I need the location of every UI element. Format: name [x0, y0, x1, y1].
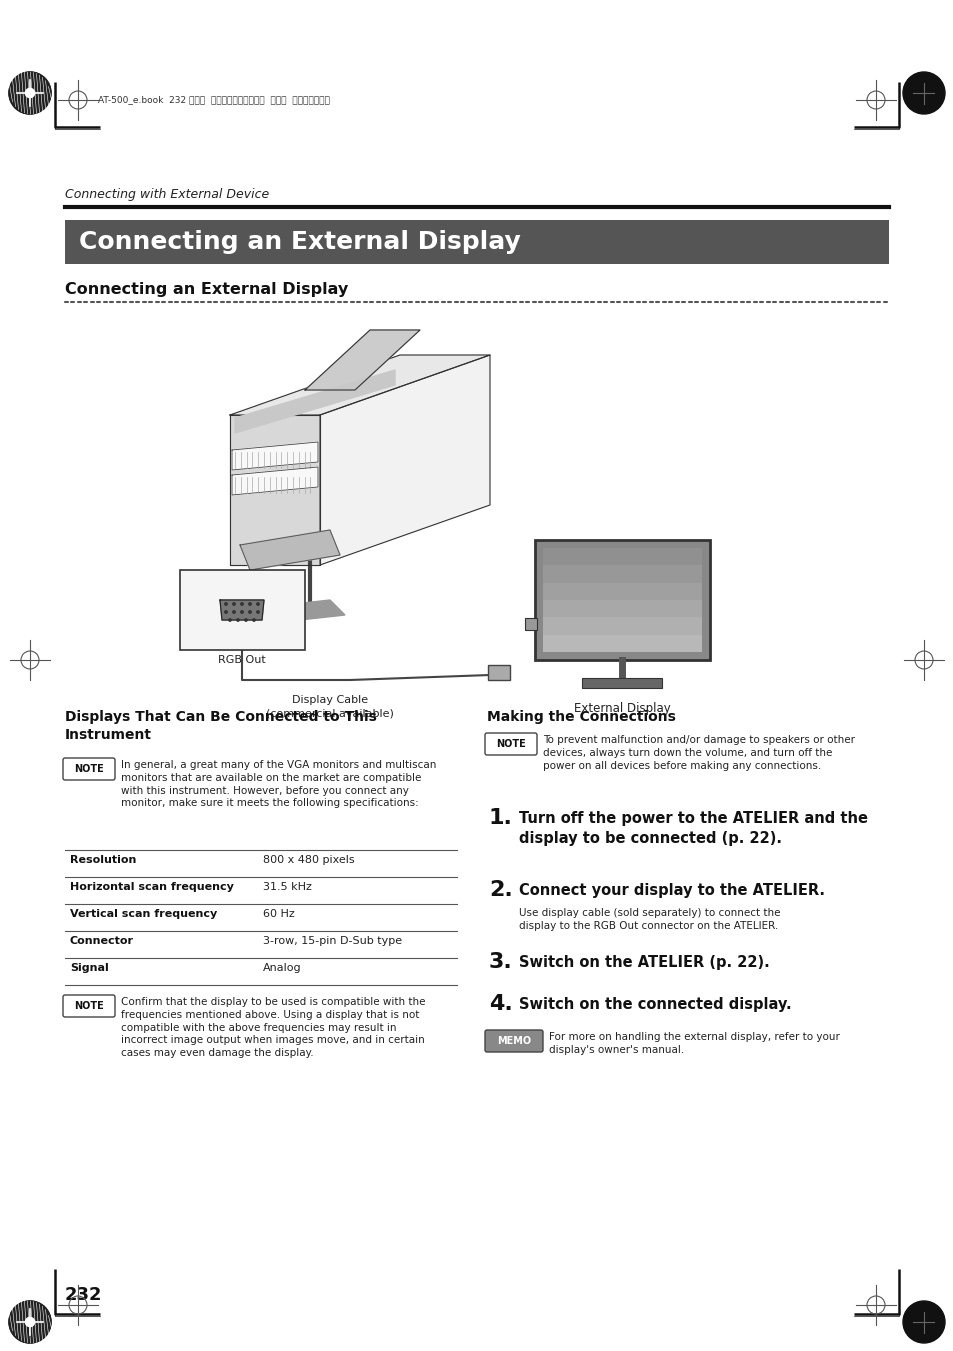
Polygon shape [240, 530, 339, 570]
Text: Confirm that the display to be used is compatible with the
frequencies mentioned: Confirm that the display to be used is c… [121, 997, 425, 1058]
Circle shape [256, 603, 259, 605]
Text: Connect your display to the ATELIER.: Connect your display to the ATELIER. [518, 884, 824, 898]
Text: 4.: 4. [489, 994, 512, 1015]
Circle shape [245, 619, 247, 621]
Bar [581, 678, 661, 688]
Circle shape [256, 611, 259, 613]
Polygon shape [230, 355, 490, 415]
Text: NOTE: NOTE [496, 739, 525, 748]
Bar [542, 600, 701, 617]
Text: NOTE: NOTE [74, 765, 104, 774]
Bar [65, 220, 888, 263]
Text: Connecting with External Device: Connecting with External Device [65, 188, 269, 201]
FancyBboxPatch shape [63, 758, 115, 780]
Text: For more on handling the external display, refer to your
display's owner's manua: For more on handling the external displa… [548, 1032, 839, 1055]
Text: Connecting an External Display: Connecting an External Display [79, 230, 520, 254]
Text: Turn off the power to the ATELIER and the
display to be connected (p. 22).: Turn off the power to the ATELIER and th… [518, 811, 867, 846]
Text: Use display cable (sold separately) to connect the
display to the RGB Out connec: Use display cable (sold separately) to c… [518, 908, 780, 931]
Polygon shape [232, 467, 317, 494]
Text: RGB Out: RGB Out [218, 655, 266, 665]
Circle shape [233, 611, 235, 613]
Text: External Display: External Display [573, 703, 670, 715]
Text: Resolution: Resolution [70, 855, 136, 865]
FancyBboxPatch shape [484, 734, 537, 755]
Text: Connecting an External Display: Connecting an External Display [65, 282, 348, 297]
FancyBboxPatch shape [63, 994, 115, 1017]
Text: In general, a great many of the VGA monitors and multiscan
monitors that are ava: In general, a great many of the VGA moni… [121, 761, 436, 808]
Polygon shape [220, 600, 264, 620]
Text: 3.: 3. [489, 952, 512, 971]
Text: 3-row, 15-pin D-Sub type: 3-row, 15-pin D-Sub type [263, 936, 402, 946]
Circle shape [902, 1301, 944, 1343]
Circle shape [240, 603, 243, 605]
Circle shape [26, 88, 34, 97]
Text: Switch on the ATELIER (p. 22).: Switch on the ATELIER (p. 22). [518, 955, 769, 970]
Circle shape [253, 619, 255, 621]
Text: MEMO: MEMO [497, 1036, 531, 1046]
Bar [535, 540, 709, 661]
Text: Connector: Connector [70, 936, 133, 946]
Text: 1.: 1. [489, 808, 513, 828]
Circle shape [225, 611, 227, 613]
Text: Displays That Can Be Connected to This
Instrument: Displays That Can Be Connected to This I… [65, 711, 376, 743]
Text: To prevent malfunction and/or damage to speakers or other
devices, always turn d: To prevent malfunction and/or damage to … [542, 735, 854, 770]
Polygon shape [319, 355, 490, 565]
Bar [542, 582, 701, 600]
Circle shape [26, 1317, 34, 1327]
Text: 800 x 480 pixels: 800 x 480 pixels [263, 855, 355, 865]
Circle shape [225, 603, 227, 605]
Polygon shape [305, 330, 419, 390]
Bar [524, 617, 537, 630]
Circle shape [236, 619, 239, 621]
Text: Vertical scan frequency: Vertical scan frequency [70, 909, 217, 919]
Text: 232: 232 [65, 1286, 102, 1304]
Text: 31.5 kHz: 31.5 kHz [263, 882, 312, 892]
Bar [542, 617, 701, 635]
Circle shape [902, 72, 944, 113]
Bar [542, 549, 701, 653]
Text: Horizontal scan frequency: Horizontal scan frequency [70, 882, 233, 892]
Circle shape [249, 611, 251, 613]
Text: 2.: 2. [489, 880, 512, 900]
Circle shape [9, 72, 51, 113]
Bar [542, 635, 701, 653]
Bar [542, 549, 701, 565]
Text: 60 Hz: 60 Hz [263, 909, 294, 919]
Text: NOTE: NOTE [74, 1001, 104, 1011]
Text: Analog: Analog [263, 963, 301, 973]
Circle shape [9, 1301, 51, 1343]
Circle shape [249, 603, 251, 605]
Text: Switch on the connected display.: Switch on the connected display. [518, 997, 791, 1012]
Circle shape [240, 611, 243, 613]
Text: Display Cable
(commercial available): Display Cable (commercial available) [266, 694, 394, 719]
Bar [488, 665, 510, 680]
Text: Signal: Signal [70, 963, 109, 973]
Bar [180, 570, 305, 650]
Circle shape [9, 1301, 51, 1343]
Polygon shape [234, 370, 395, 434]
Circle shape [233, 603, 235, 605]
Bar [542, 565, 701, 582]
Text: Making the Connections: Making the Connections [486, 711, 675, 724]
Polygon shape [240, 600, 345, 626]
FancyBboxPatch shape [484, 1029, 542, 1052]
Text: AT-500_e.book  232 ページ  ２００８年７月２８日  月曜日  午後４晎１７分: AT-500_e.book 232 ページ ２００８年７月２８日 月曜日 午後４… [98, 96, 330, 104]
Circle shape [9, 72, 51, 113]
Polygon shape [230, 415, 319, 565]
Polygon shape [232, 442, 317, 470]
Circle shape [229, 619, 231, 621]
